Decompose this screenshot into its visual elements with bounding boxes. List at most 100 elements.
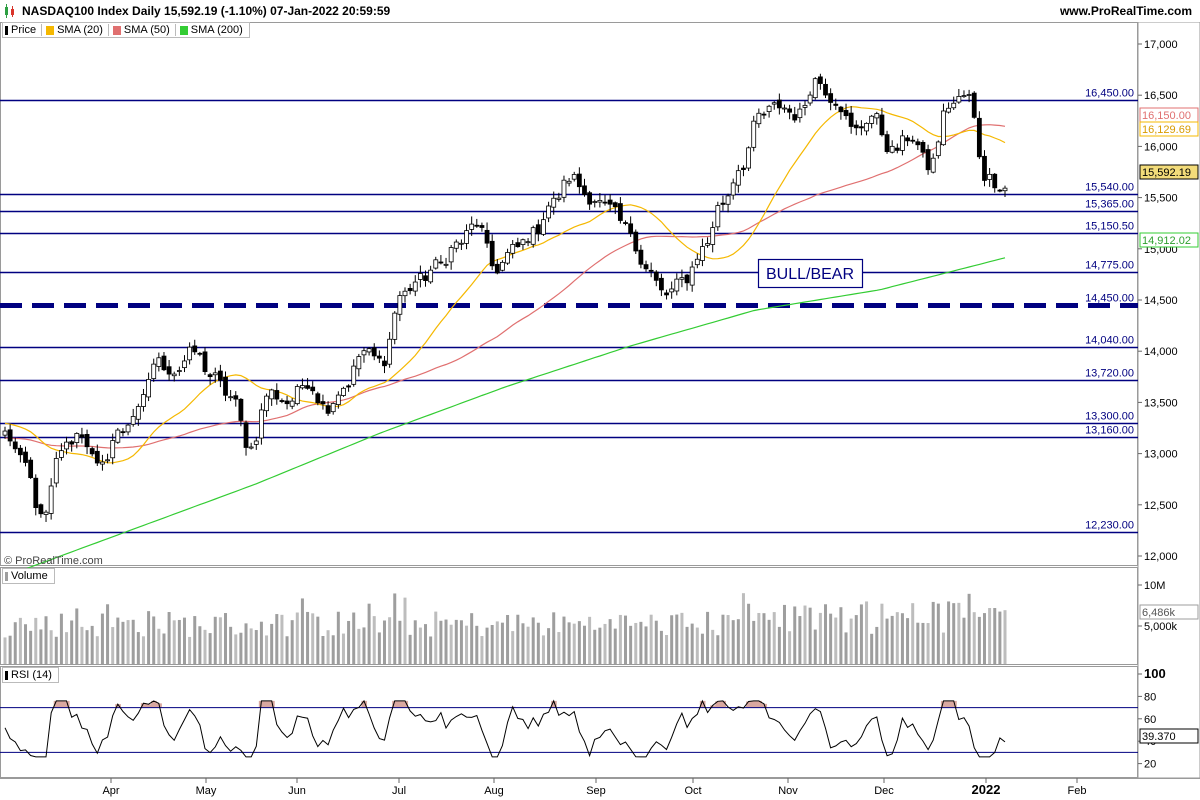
candle-body: [53, 458, 59, 484]
candle: [192, 339, 198, 355]
rsi-legend[interactable]: RSI (14): [2, 667, 59, 683]
candle: [243, 420, 249, 456]
volume-bar: [152, 616, 156, 664]
candle: [910, 135, 916, 144]
candle-body: [587, 192, 593, 205]
volume-bar: [567, 622, 571, 664]
legend-item-price[interactable]: Price: [5, 24, 36, 36]
candle-body: [556, 197, 562, 200]
candle: [730, 178, 736, 200]
price-legend[interactable]: Price SMA (20) SMA (50) SMA (200): [2, 22, 250, 38]
legend-item-sma50[interactable]: SMA (50): [112, 24, 170, 36]
candle-body: [787, 108, 793, 113]
candle-body: [505, 252, 510, 264]
candle-body: [84, 434, 90, 448]
candle-body: [402, 290, 408, 297]
candle: [925, 144, 931, 175]
level-label: 15,365.00: [1085, 199, 1134, 211]
candle-body: [838, 106, 844, 113]
volume-bar: [13, 622, 17, 664]
volume-bar: [659, 630, 663, 664]
volume-bar: [700, 633, 704, 664]
volume-bar: [116, 617, 120, 664]
candle: [248, 442, 254, 450]
volume-bar: [926, 623, 930, 664]
candle-body: [428, 269, 434, 283]
price-tick-label: 17,000: [1144, 39, 1178, 51]
candle: [633, 229, 639, 254]
candle: [346, 384, 351, 392]
volume-bar: [506, 614, 510, 664]
candle-body: [669, 288, 675, 293]
candle-body: [802, 104, 808, 108]
time-tick-label: Feb: [1068, 785, 1087, 797]
candle: [397, 291, 403, 322]
candle-body: [561, 179, 567, 198]
volume-legend[interactable]: Volume: [2, 568, 55, 584]
price-tick-label: 14,500: [1144, 295, 1178, 307]
candle-body: [330, 403, 336, 413]
level-label: 16,450.00: [1085, 88, 1134, 100]
candle-body: [607, 199, 613, 205]
rsi-line: [0, 699, 1138, 758]
volume-bar: [224, 613, 228, 664]
volume-bar: [854, 615, 858, 664]
legend-item-rsi[interactable]: RSI (14): [5, 669, 52, 681]
volume-bar: [798, 616, 802, 664]
candle: [438, 255, 444, 265]
candle-body: [910, 139, 916, 142]
candle: [12, 437, 18, 453]
candle-body: [141, 394, 146, 407]
volume-bar: [336, 611, 340, 664]
candle-body: [341, 387, 346, 396]
volume-bar: [459, 620, 463, 664]
volume-bar: [65, 632, 69, 664]
volume-bar: [388, 617, 392, 664]
volume-bar: [131, 619, 135, 664]
candle-body: [182, 360, 187, 369]
volume-bar: [695, 627, 699, 664]
volume-bar: [824, 604, 828, 664]
legend-item-volume[interactable]: Volume: [5, 570, 48, 582]
volume-bar: [90, 625, 94, 664]
volume-bar: [182, 617, 186, 664]
candle: [859, 120, 864, 136]
volume-bar: [634, 622, 638, 664]
volume-bar: [557, 632, 561, 664]
candle-body: [335, 394, 341, 405]
volume-bar: [34, 617, 38, 664]
candle: [551, 191, 557, 215]
candle: [628, 216, 634, 237]
time-tick-label: Aug: [484, 785, 504, 797]
candle-body: [520, 239, 526, 245]
legend-item-sma200[interactable]: SMA (200): [179, 24, 243, 36]
candle-body: [817, 76, 823, 84]
axes: 17,00016,50016,00015,50015,00014,50014,0…: [102, 39, 1199, 797]
volume-bar: [500, 622, 504, 664]
level-label: 15,150.50: [1085, 221, 1134, 233]
time-tick-label: Jul: [392, 785, 406, 797]
candle-body: [176, 370, 182, 372]
candle: [684, 273, 690, 291]
volume-bar: [916, 622, 920, 664]
candle: [69, 440, 75, 452]
price-tick-label: 13,000: [1144, 449, 1178, 461]
candle: [459, 239, 464, 251]
last-value-text: 14,912.02: [1142, 235, 1191, 247]
candle: [997, 188, 1003, 193]
candle-body: [202, 351, 208, 373]
candle: [715, 201, 721, 231]
volume-bar: [911, 603, 915, 664]
volume-bar: [900, 613, 904, 664]
candle-body: [100, 461, 105, 465]
legend-item-sma20[interactable]: SMA (20): [46, 24, 103, 36]
rsi-swatch-icon: [5, 670, 8, 680]
candle: [469, 216, 475, 236]
candle: [330, 402, 336, 415]
volume-bar: [536, 622, 540, 664]
candle: [761, 111, 767, 120]
candle: [638, 244, 644, 269]
volume-bar: [844, 632, 848, 664]
volume-bar: [993, 608, 997, 664]
